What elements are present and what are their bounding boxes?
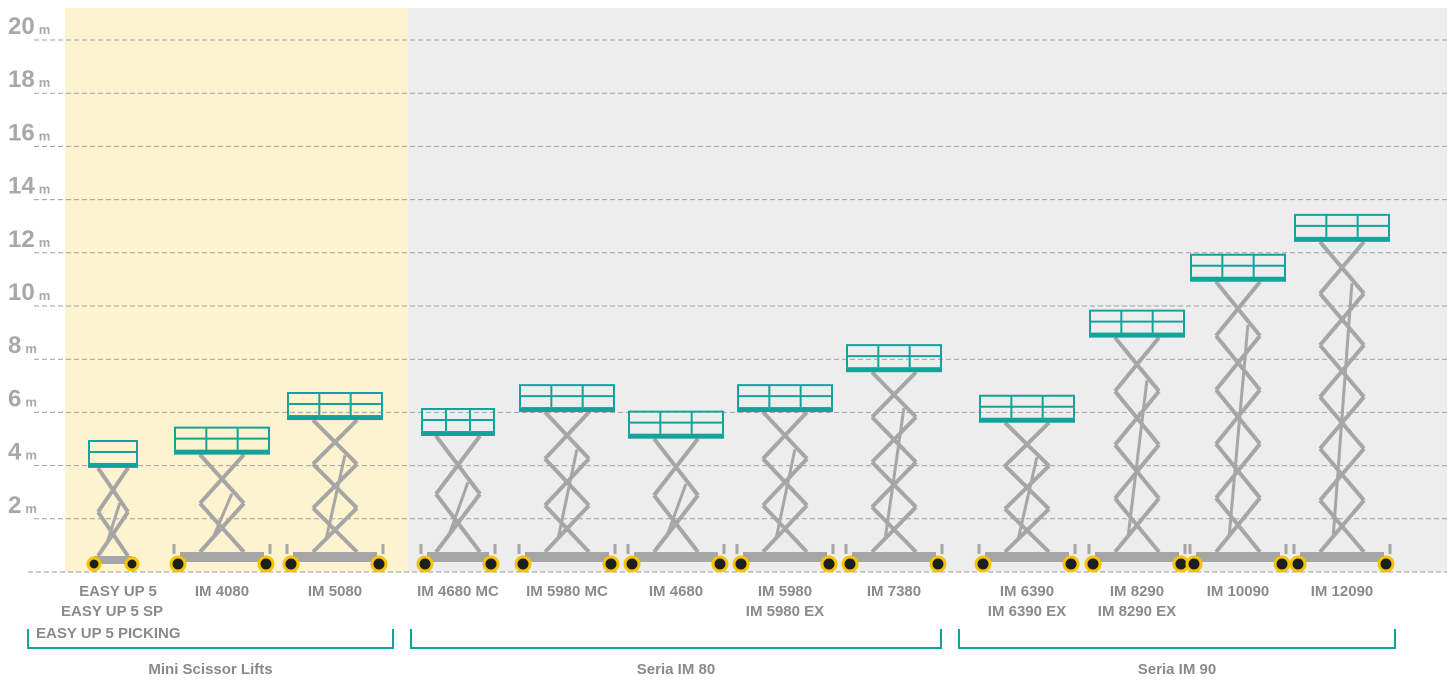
lift-platform	[174, 450, 270, 455]
lift-platform	[519, 407, 615, 412]
y-tick-unit: m	[25, 341, 37, 356]
wheel-icon	[1291, 557, 1305, 571]
lift-platform	[421, 431, 495, 436]
y-tick-unit: m	[39, 235, 51, 250]
model-label: IM 12090	[1311, 583, 1374, 600]
y-tick-unit: m	[39, 288, 51, 303]
model-label: IM 8290 EX	[1098, 603, 1176, 620]
y-tick-label: 8m	[8, 332, 37, 359]
wheel-icon	[822, 557, 836, 571]
y-tick-unit: m	[25, 394, 37, 409]
model-label: IM 4680	[649, 583, 703, 600]
lift-chassis	[293, 552, 377, 562]
wheel-icon	[1187, 557, 1201, 571]
model-label: IM 10090	[1207, 583, 1270, 600]
y-tick-unit: m	[39, 75, 51, 90]
lift-chassis	[1300, 552, 1384, 562]
lift-platform	[737, 407, 833, 412]
model-labels: EASY UP 5 EASY UP 5 SP IM 4080 IM 5080 IM 46…	[36, 583, 1373, 642]
lift-chassis	[985, 552, 1069, 562]
wheel-icon	[284, 557, 298, 571]
lift-platform	[1294, 237, 1390, 242]
model-label: IM 6390	[1000, 583, 1054, 600]
model-label: IM 7380	[867, 583, 921, 600]
wheel-icon	[418, 557, 432, 571]
lift-platform	[1089, 333, 1185, 338]
wheel-icon	[843, 557, 857, 571]
wheel-icon	[259, 557, 273, 571]
lift-platform	[628, 434, 724, 439]
model-label: EASY UP 5	[79, 583, 157, 600]
y-tick-label: 20 m	[8, 13, 50, 40]
model-label-extra: EASY UP 5 PICKING	[36, 625, 181, 642]
wheel-icon	[484, 557, 498, 571]
lift-platform	[88, 463, 138, 468]
group-brackets: Mini Scissor Lifts Seria IM 80 Seria IM 90	[28, 629, 1395, 678]
model-label: IM 6390 EX	[988, 603, 1066, 620]
lift-chassis	[525, 552, 609, 562]
model-label: IM 5080	[308, 583, 362, 600]
y-tick-label: 10 m	[8, 279, 50, 306]
wheel-icon	[126, 558, 138, 570]
y-tick-label: 12 m	[8, 226, 50, 253]
wheel-icon	[931, 557, 945, 571]
model-label: IM 5980 MC	[526, 583, 608, 600]
chart-background	[65, 8, 1447, 572]
lift-chassis	[852, 552, 936, 562]
model-label: EASY UP 5 SP	[61, 603, 163, 620]
wheel-icon	[713, 557, 727, 571]
y-tick-unit: m	[25, 448, 37, 463]
wheel-icon	[88, 558, 100, 570]
model-label: IM 8290	[1110, 583, 1164, 600]
model-label: IM 4080	[195, 583, 249, 600]
wheel-icon	[1064, 557, 1078, 571]
y-tick-label: 14 m	[8, 173, 50, 200]
lift-chassis	[1095, 552, 1179, 562]
lift-platform	[979, 418, 1075, 423]
model-label: IM 4680 MC	[417, 583, 499, 600]
wheel-icon	[1086, 557, 1100, 571]
y-tick-unit: m	[39, 182, 51, 197]
wheel-icon	[372, 557, 386, 571]
wheel-icon	[604, 557, 618, 571]
group-label: Seria IM 80	[637, 661, 715, 678]
wheel-icon	[1275, 557, 1289, 571]
wheel-icon	[976, 557, 990, 571]
lift-platform	[287, 415, 383, 420]
series-group: Seria IM 80	[411, 629, 941, 678]
lift-chassis	[1196, 552, 1280, 562]
y-axis-ticks: 2 m 4 m 6 m 8 m 10 m 12 m 14 m 16 m 18 m 20 m	[8, 13, 50, 519]
wheel-icon	[625, 557, 639, 571]
group-bracket	[411, 629, 941, 648]
y-tick-unit: m	[25, 501, 37, 516]
y-tick-label: 16 m	[8, 119, 50, 146]
lift-chassis	[427, 552, 489, 562]
y-tick-unit: m	[39, 128, 51, 143]
y-tick-label: 6m	[8, 385, 37, 412]
y-tick-unit: m	[39, 22, 51, 37]
lift-chassis	[180, 552, 264, 562]
wheel-icon	[516, 557, 530, 571]
lift-platform	[1190, 277, 1286, 282]
group-label: Seria IM 90	[1138, 661, 1216, 678]
lift-chassis	[743, 552, 827, 562]
series-group: Seria IM 90	[959, 629, 1395, 678]
y-tick-label: 2m	[8, 492, 37, 519]
group-label: Mini Scissor Lifts	[148, 661, 272, 678]
lift-platform	[846, 367, 942, 372]
wheel-icon	[1379, 557, 1393, 571]
model-label: IM 5980	[758, 583, 812, 600]
wheel-icon	[171, 557, 185, 571]
y-tick-label: 18 m	[8, 66, 50, 93]
wheel-icon	[734, 557, 748, 571]
group-bracket	[959, 629, 1395, 648]
lift-chassis	[634, 552, 718, 562]
model-label: IM 5980 EX	[746, 603, 824, 620]
